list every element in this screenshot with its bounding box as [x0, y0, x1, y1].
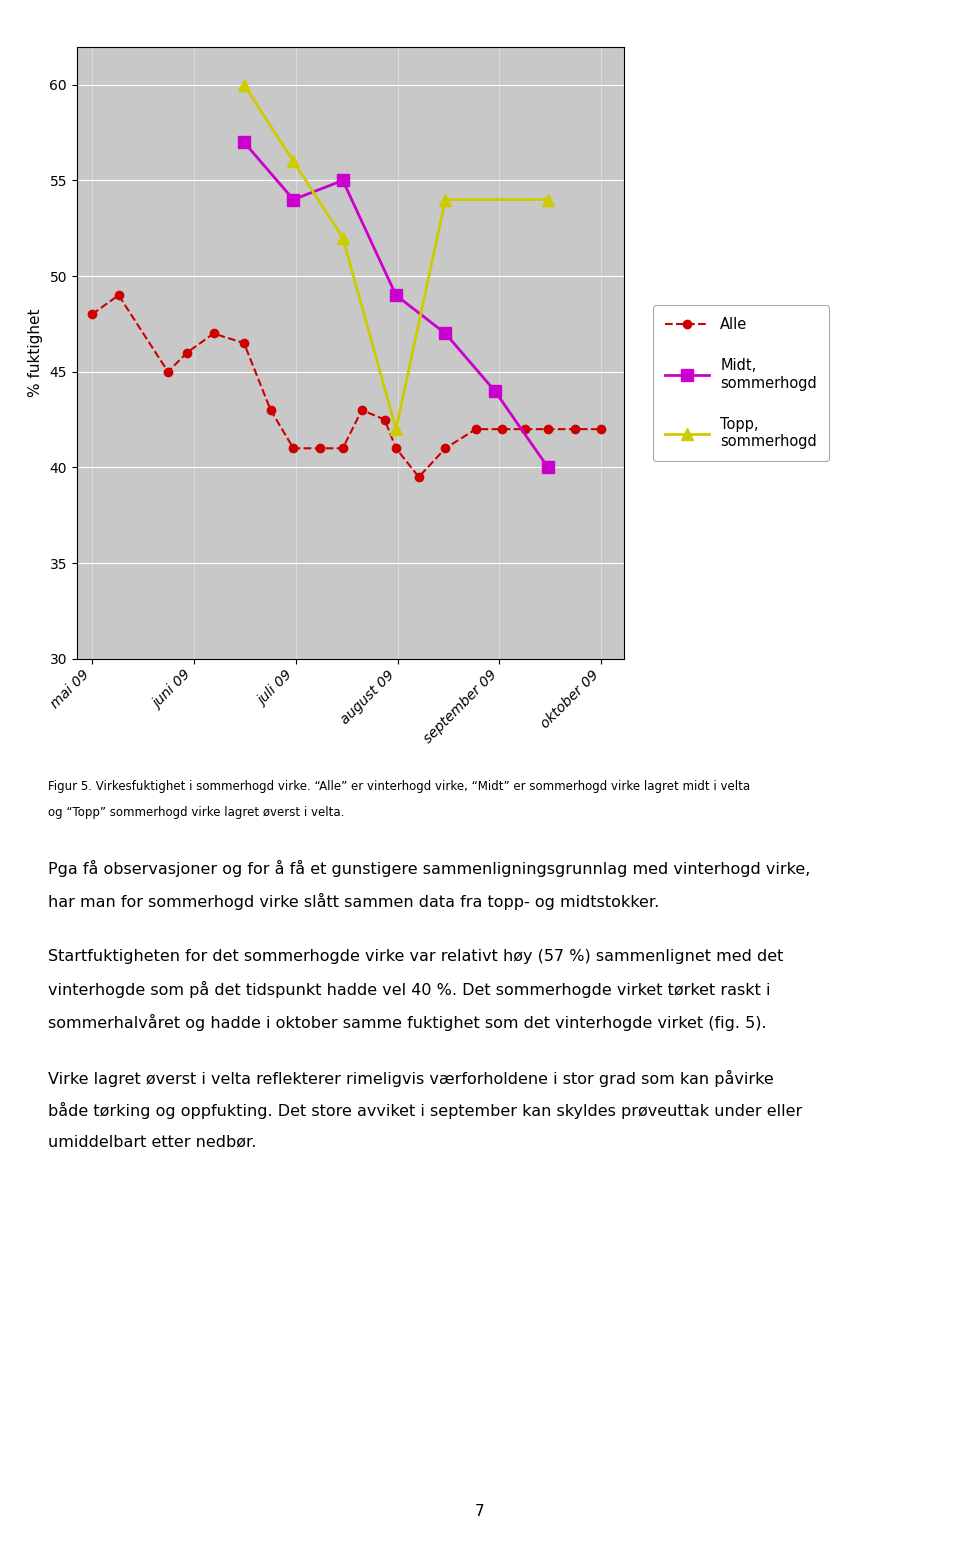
Legend: Alle, Midt,
sommerhogd, Topp,
sommerhogd: Alle, Midt, sommerhogd, Topp, sommerhogd [653, 305, 828, 460]
Text: både tørking og oppfukting. Det store avviket i september kan skyldes prøveuttak: både tørking og oppfukting. Det store av… [48, 1102, 803, 1119]
Y-axis label: % fuktighet: % fuktighet [28, 308, 42, 397]
Text: Figur 5. Virkesfuktighet i sommerhogd virke. “Alle” er vinterhogd virke, “Midt” : Figur 5. Virkesfuktighet i sommerhogd vi… [48, 780, 750, 792]
Text: sommerhalvåret og hadde i oktober samme fuktighet som det vinterhogde virket (fi: sommerhalvåret og hadde i oktober samme … [48, 1014, 767, 1031]
Text: Pga få observasjoner og for å få et gunstigere sammenligningsgrunnlag med vinter: Pga få observasjoner og for å få et guns… [48, 860, 810, 877]
Text: Virke lagret øverst i velta reflekterer rimeligvis værforholdene i stor grad som: Virke lagret øverst i velta reflekterer … [48, 1070, 774, 1087]
Text: vinterhogde som på det tidspunkt hadde vel 40 %. Det sommerhogde virket tørket r: vinterhogde som på det tidspunkt hadde v… [48, 981, 771, 998]
Text: umiddelbart etter nedbør.: umiddelbart etter nedbør. [48, 1135, 256, 1150]
Text: 7: 7 [475, 1504, 485, 1519]
Text: Startfuktigheten for det sommerhogde virke var relativt høy (57 %) sammenlignet : Startfuktigheten for det sommerhogde vir… [48, 949, 783, 964]
Text: og “Topp” sommerhogd virke lagret øverst i velta.: og “Topp” sommerhogd virke lagret øverst… [48, 806, 345, 818]
Text: har man for sommerhogd virke slått sammen data fra topp- og midtstokker.: har man for sommerhogd virke slått samme… [48, 893, 660, 910]
